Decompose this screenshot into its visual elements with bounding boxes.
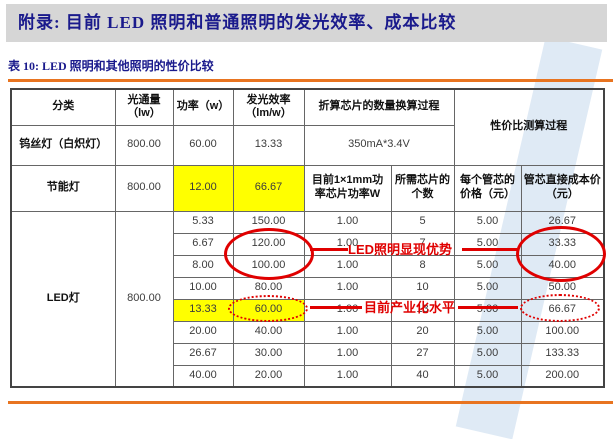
cell-led-6-price: 5.00 bbox=[453, 342, 522, 366]
industry-leader-line-left bbox=[310, 306, 362, 309]
row-label-energy-saving: 节能灯 bbox=[10, 164, 116, 212]
cell-tungsten-efficiency: 13.33 bbox=[232, 124, 305, 166]
cell-led-7-chip-power: 1.00 bbox=[303, 364, 392, 388]
comparison-table: 分类 光通量（lw） 功率（w） 发光效率（lm/w） 折算芯片的数量换算过程 … bbox=[10, 88, 605, 388]
bottom-orange-rule bbox=[8, 401, 613, 404]
cell-led-3-price: 5.00 bbox=[453, 276, 522, 300]
cell-led-3-chip-power: 1.00 bbox=[303, 276, 392, 300]
cell-led-3-chips: 10 bbox=[390, 276, 455, 300]
cell-led-flux: 800.00 bbox=[114, 210, 174, 388]
col-header-luminous-flux: 光通量（lw） bbox=[114, 88, 174, 126]
cell-led-7-cost: 200.00 bbox=[520, 364, 605, 388]
cell-led-5-efficiency: 40.00 bbox=[232, 320, 305, 344]
cell-led-7-efficiency: 20.00 bbox=[232, 364, 305, 388]
cell-led-0-price: 5.00 bbox=[453, 210, 522, 234]
dotted-ellipse-efficiency bbox=[228, 295, 308, 322]
cell-tungsten-power: 60.00 bbox=[172, 124, 234, 166]
advantage-leader-line-right bbox=[462, 248, 518, 251]
row-led-5: 20.00 40.00 1.00 20 5.00 100.00 bbox=[11, 320, 605, 344]
solid-ellipse-efficiency bbox=[224, 228, 314, 280]
row-energy-saving: 节能灯 800.00 12.00 66.67 目前1×1mm功率芯片功率W 所需… bbox=[10, 164, 605, 212]
cell-led-4-price: 5.00 bbox=[453, 298, 522, 322]
cell-energy-power: 12.00 bbox=[172, 164, 234, 212]
header-row: 分类 光通量（lw） 功率（w） 发光效率（lm/w） 折算芯片的数量换算过程 … bbox=[10, 88, 605, 166]
col-header-price-process: 性价比测算过程 bbox=[453, 88, 605, 166]
dotted-ellipse-cost bbox=[520, 294, 600, 322]
cell-led-5-cost: 100.00 bbox=[520, 320, 605, 344]
col-header-chip-cost: 管芯直接成本价（元） bbox=[520, 164, 605, 212]
row-label-tungsten: 钨丝灯（白炽灯） bbox=[10, 124, 116, 166]
cell-led-3-power: 10.00 bbox=[172, 276, 234, 300]
cell-led-5-chip-power: 1.00 bbox=[303, 320, 392, 344]
row-led-7: 40.00 20.00 1.00 40 5.00 200.00 bbox=[11, 364, 605, 388]
cell-led-5-chips: 20 bbox=[390, 320, 455, 344]
advantage-leader-line-left bbox=[310, 248, 348, 251]
cell-led-6-chips: 27 bbox=[390, 342, 455, 366]
cell-led-5-price: 5.00 bbox=[453, 320, 522, 344]
cell-tungsten-flux: 800.00 bbox=[114, 124, 174, 166]
row-led-0: LED灯 800.00 5.33 150.00 1.00 5 5.00 26.6… bbox=[10, 210, 605, 388]
cell-led-6-chip-power: 1.00 bbox=[303, 342, 392, 366]
cell-led-0-chip-power: 1.00 bbox=[303, 210, 392, 234]
cell-energy-efficiency: 66.67 bbox=[232, 164, 305, 212]
cell-chip-spec: 350mA*3.4V bbox=[303, 124, 455, 166]
solid-ellipse-cost bbox=[516, 226, 606, 282]
cell-led-6-power: 26.67 bbox=[172, 342, 234, 366]
cell-led-4-power: 13.33 bbox=[172, 298, 234, 322]
page-title: 附录: 目前 LED 照明和普通照明的发光效率、成本比较 bbox=[6, 4, 607, 42]
industry-leader-line-right bbox=[458, 306, 518, 309]
col-header-chip-conversion: 折算芯片的数量换算过程 bbox=[303, 88, 455, 126]
cell-led-5-power: 20.00 bbox=[172, 320, 234, 344]
cell-led-6-efficiency: 30.00 bbox=[232, 342, 305, 366]
cell-energy-flux: 800.00 bbox=[114, 164, 174, 212]
col-header-category: 分类 bbox=[10, 88, 116, 126]
cell-led-2-chips: 8 bbox=[390, 254, 455, 278]
col-header-power: 功率（w） bbox=[172, 88, 234, 126]
row-led-6: 26.67 30.00 1.00 27 5.00 133.33 bbox=[11, 342, 605, 366]
col-header-chip-power: 目前1×1mm功率芯片功率W bbox=[303, 164, 392, 212]
cell-led-0-chips: 5 bbox=[390, 210, 455, 234]
cell-led-7-chips: 40 bbox=[390, 364, 455, 388]
cell-led-2-chip-power: 1.00 bbox=[303, 254, 392, 278]
cell-led-0-power: 5.33 bbox=[172, 210, 234, 234]
col-header-chip-price: 每个管芯的价格（元） bbox=[453, 164, 522, 212]
cell-led-1-price: 5.00 bbox=[453, 232, 522, 256]
row-tungsten: 钨丝灯（白炽灯） 800.00 60.00 13.33 350mA*3.4V bbox=[10, 124, 604, 166]
cell-led-2-price: 5.00 bbox=[453, 254, 522, 278]
row-led-3: 10.00 80.00 1.00 10 5.00 50.00 bbox=[11, 276, 605, 300]
advantage-annotation: LED照明显现优势 bbox=[348, 242, 453, 257]
cell-led-7-price: 5.00 bbox=[453, 364, 522, 388]
industry-annotation: 目前产业化水平 bbox=[364, 300, 456, 315]
table-caption: 表 10: LED 照明和其他照明的性价比较 bbox=[8, 57, 613, 82]
cell-led-6-cost: 133.33 bbox=[520, 342, 605, 366]
col-header-chip-count: 所需芯片的个数 bbox=[390, 164, 455, 212]
col-header-efficiency: 发光效率（lm/w） bbox=[232, 88, 305, 126]
row-label-led: LED灯 bbox=[10, 210, 116, 388]
cell-led-7-power: 40.00 bbox=[172, 364, 234, 388]
